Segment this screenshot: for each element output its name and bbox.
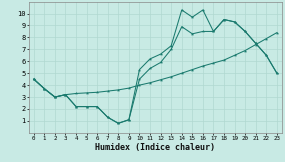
X-axis label: Humidex (Indice chaleur): Humidex (Indice chaleur) — [95, 143, 215, 152]
